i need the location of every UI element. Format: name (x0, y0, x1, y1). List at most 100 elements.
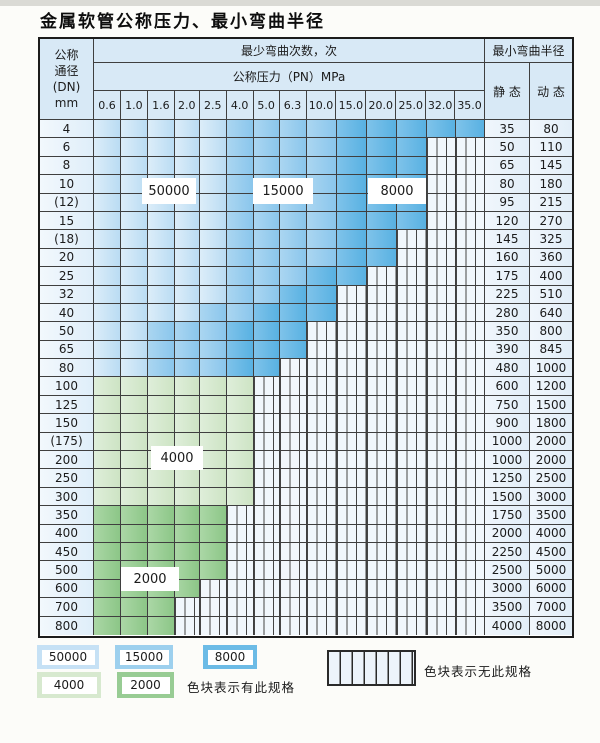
legend-swatch-15000: 15000 (115, 645, 173, 669)
spec-cell-50000 (200, 267, 227, 285)
spec-cell-50000 (121, 156, 148, 175)
pressure-column-label: 1.6 (148, 91, 175, 119)
spec-cell-4000 (94, 469, 121, 487)
no-spec-cell (307, 506, 337, 524)
spec-cell-8000 (227, 340, 254, 359)
no-spec-cell (367, 303, 397, 322)
no-spec-cell (367, 598, 397, 616)
spec-cell-50000 (121, 138, 148, 156)
table-row: 400 2000 4000 (40, 524, 572, 543)
spec-cell-4000 (121, 377, 148, 395)
table-row: 8 65 145 (40, 156, 572, 176)
spec-cell-8000 (254, 303, 280, 322)
dynamic-radius-cell: 2000 (530, 432, 572, 451)
spec-cell-15000 (307, 211, 337, 230)
dynamic-radius-cell: 110 (530, 138, 572, 156)
no-spec-cell (280, 542, 307, 561)
no-spec-cell (397, 267, 427, 285)
no-spec-cell (227, 524, 254, 542)
dynamic-radius-cell: 80 (530, 120, 572, 138)
static-radius-cell: 225 (485, 285, 530, 303)
spec-cell-4000 (121, 432, 148, 451)
spec-cell-8000 (280, 285, 307, 303)
pressure-column-label: 6.3 (280, 91, 307, 119)
table-row: 450 2250 4500 (40, 542, 572, 562)
no-spec-cell (337, 487, 367, 506)
no-spec-cell (200, 598, 227, 616)
spec-cell-4000 (200, 377, 227, 395)
spec-cell-4000 (175, 395, 200, 414)
dynamic-radius-cell: 3000 (530, 487, 572, 506)
no-spec-cell (280, 359, 307, 377)
no-spec-cell (254, 414, 280, 432)
no-spec-cell (254, 395, 280, 414)
spec-cell-50000 (148, 248, 175, 267)
spec-cell-15000 (227, 230, 254, 248)
spec-cell-8000 (397, 156, 427, 175)
spec-cell-50000 (121, 248, 148, 267)
no-spec-cell (456, 524, 485, 542)
no-spec-cell (456, 598, 485, 616)
spec-cell-50000 (148, 303, 175, 322)
static-radius-cell: 2500 (485, 561, 530, 579)
spec-cell-50000 (94, 248, 121, 267)
cycles-count-label: 8000 (368, 178, 426, 204)
table-row: 40 280 640 (40, 303, 572, 323)
no-spec-cell (456, 230, 485, 248)
no-spec-cell (397, 561, 427, 579)
spec-cell-15000 (280, 138, 307, 156)
no-spec-cell (397, 469, 427, 487)
table-row: 50 350 800 (40, 322, 572, 341)
spec-cell-8000 (307, 267, 337, 285)
legend-swatch-2000: 2000 (117, 672, 174, 698)
spec-cell-15000 (227, 267, 254, 285)
spec-cell-8000 (337, 267, 367, 285)
header-dn-line: 公称 (54, 48, 79, 62)
legend-swatch-label: 8000 (207, 649, 253, 665)
spec-cell-2000 (121, 616, 148, 635)
no-spec-cell (307, 432, 337, 451)
no-spec-cell (175, 616, 200, 635)
spec-cell-2000 (94, 561, 121, 579)
no-spec-cell (427, 524, 456, 542)
no-spec-cell (307, 616, 337, 635)
dynamic-radius-cell: 4500 (530, 542, 572, 561)
spec-cell-4000 (227, 414, 254, 432)
dynamic-radius-cell: 180 (530, 175, 572, 193)
no-spec-cell (227, 542, 254, 561)
spec-cell-15000 (254, 285, 280, 303)
spec-cell-15000 (175, 322, 200, 340)
no-spec-cell (367, 561, 397, 579)
spec-cell-15000 (200, 340, 227, 359)
dn-cell: 32 (40, 285, 94, 303)
spec-cell-4000 (121, 414, 148, 432)
cycles-count-label: 4000 (151, 446, 203, 470)
no-spec-cell (254, 579, 280, 598)
pressure-column-label: 1.0 (121, 91, 148, 119)
no-spec-cell (397, 340, 427, 359)
spec-cell-50000 (148, 230, 175, 248)
spec-cell-15000 (280, 267, 307, 285)
pressure-column-label: 5.0 (254, 91, 280, 119)
spec-cell-50000 (175, 120, 200, 138)
spec-cell-8000 (456, 120, 485, 138)
pressure-column-label: 15.0 (336, 91, 367, 119)
header-dn-line: (DN) (52, 80, 81, 94)
spec-cell-50000 (175, 285, 200, 303)
dynamic-radius-cell: 6000 (530, 579, 572, 598)
spec-cell-50000 (200, 138, 227, 156)
no-spec-cell (397, 598, 427, 616)
spec-cell-2000 (121, 524, 148, 542)
spec-cell-2000 (200, 542, 227, 561)
spec-cell-4000 (94, 395, 121, 414)
static-radius-cell: 750 (485, 395, 530, 414)
dynamic-radius-cell: 325 (530, 230, 572, 248)
no-spec-cell (254, 506, 280, 524)
static-radius-cell: 160 (485, 248, 530, 267)
dynamic-radius-cell: 1500 (530, 395, 572, 414)
spec-cell-2000 (148, 542, 175, 561)
no-spec-cell (367, 377, 397, 395)
no-spec-cell (427, 138, 456, 156)
no-spec-cell (427, 506, 456, 524)
table-row: (18) 145 325 (40, 230, 572, 249)
